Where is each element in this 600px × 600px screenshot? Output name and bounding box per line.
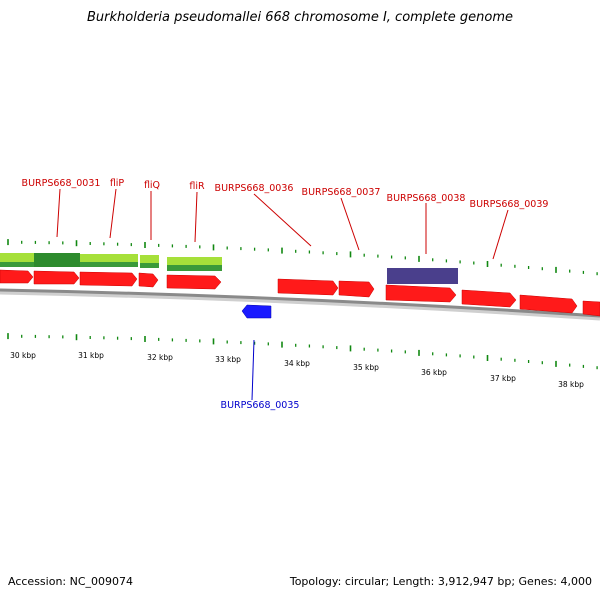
highlight-track bbox=[0, 253, 458, 284]
leader-line bbox=[56, 188, 61, 238]
highlight-lime-2-dark bbox=[80, 262, 138, 267]
gene-label-reverse: BURPS668_0035 bbox=[221, 400, 300, 411]
gene-arrow bbox=[166, 274, 222, 290]
backbone bbox=[0, 288, 600, 318]
forward-genes bbox=[0, 269, 600, 317]
gene-label: BURPS668_0036 bbox=[215, 183, 294, 194]
highlight-lime-1 bbox=[0, 253, 34, 262]
scale-label: 30 kbp bbox=[10, 351, 36, 360]
leader-line bbox=[109, 188, 117, 239]
scale-label: 33 kbp bbox=[215, 355, 241, 364]
gene-label: BURPS668_0039 bbox=[470, 199, 549, 210]
highlight-lime-4-dark bbox=[167, 265, 222, 271]
genome-summary-text: Topology: circular; Length: 3,912,947 bp… bbox=[289, 575, 592, 588]
gene-arrow bbox=[461, 289, 517, 308]
gene-arrow bbox=[519, 294, 578, 314]
leader-lines bbox=[56, 188, 509, 260]
scale-label: 32 kbp bbox=[147, 353, 173, 362]
gene-arrow bbox=[138, 272, 159, 288]
gene-label: BURPS668_0037 bbox=[302, 187, 381, 198]
upper-tick-track bbox=[7, 239, 598, 276]
gene-arrow bbox=[277, 278, 339, 296]
scale-label: 34 kbp bbox=[284, 359, 310, 368]
lower-tick-track bbox=[7, 333, 598, 370]
backbone-shadow bbox=[0, 289, 600, 321]
leader-line bbox=[340, 197, 360, 251]
leader-line bbox=[492, 209, 509, 260]
gene-label: fliR bbox=[189, 181, 205, 192]
scale-label: 35 kbp bbox=[353, 363, 379, 372]
gene-label: BURPS668_0038 bbox=[387, 193, 466, 204]
highlight-lime-4 bbox=[167, 257, 222, 265]
scale-label: 36 kbp bbox=[421, 368, 447, 377]
leader-line bbox=[253, 193, 312, 247]
map-title: Burkholderia pseudomallei 668 chromosome… bbox=[86, 10, 514, 25]
gene-arrow bbox=[338, 280, 375, 298]
gene-arrow bbox=[79, 271, 138, 287]
accession-text: Accession: NC_009074 bbox=[8, 575, 134, 588]
highlight-lime-1-dark bbox=[0, 262, 34, 267]
highlight-purple bbox=[387, 268, 458, 284]
scale-label: 31 kbp bbox=[78, 351, 104, 360]
highlight-green-1 bbox=[34, 253, 80, 267]
leader-line bbox=[194, 191, 198, 243]
scale-label: 38 kbp bbox=[558, 380, 584, 389]
gene-arrow bbox=[385, 284, 457, 303]
scale-label: 37 kbp bbox=[490, 374, 516, 383]
gene-arrow-reverse bbox=[241, 304, 272, 319]
gene-label: fliP bbox=[110, 178, 125, 189]
leader-line-reverse bbox=[251, 339, 255, 401]
highlight-lime-3 bbox=[140, 255, 159, 263]
gene-label: fliQ bbox=[144, 180, 160, 191]
highlight-lime-2 bbox=[80, 254, 138, 262]
gene-arrow bbox=[33, 270, 80, 285]
gene-arrow bbox=[582, 300, 600, 317]
gene-label: BURPS668_0031 bbox=[22, 178, 101, 189]
highlight-lime-3-dark bbox=[140, 263, 159, 268]
gene-arrow bbox=[0, 269, 34, 284]
